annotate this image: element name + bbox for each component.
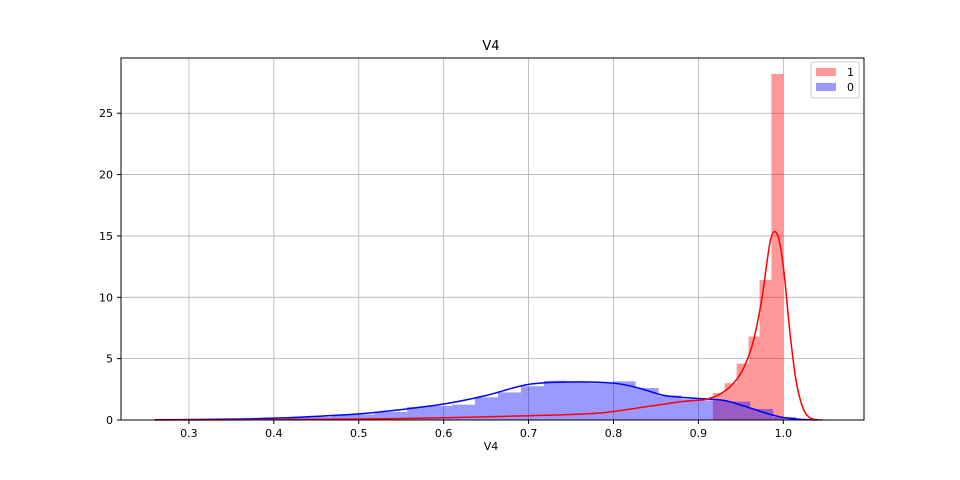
- histogram-bar-0: [288, 416, 332, 420]
- histogram-bar-0: [589, 383, 613, 420]
- histogram-bar-0: [681, 399, 705, 420]
- histogram-bar-0: [750, 408, 774, 420]
- x-axis-label: V4: [484, 440, 499, 453]
- histogram-bar-0: [475, 397, 499, 420]
- y-axis: 0 5 10 15 20 25: [99, 107, 121, 427]
- histogram-bar-1: [736, 363, 749, 420]
- x-tick-label: 0.5: [350, 427, 368, 440]
- kde-line-1: [154, 230, 822, 421]
- histogram-bar-1: [748, 336, 760, 420]
- histogram-bar-0: [374, 412, 408, 420]
- grid: [121, 58, 864, 421]
- chart-title: V4: [482, 39, 499, 54]
- legend-label-0: 0: [847, 81, 854, 94]
- histogram-bar-0: [543, 380, 567, 420]
- histogram-bar-0: [635, 388, 659, 420]
- x-axis: 0.3 0.4 0.5 0.6 0.7 0.8 0.9 1.0: [180, 420, 792, 440]
- kde-curves: [154, 230, 822, 421]
- histogram-bar-1: [771, 73, 784, 420]
- x-tick-label: 0.9: [690, 427, 708, 440]
- histogram-bar-0: [452, 404, 476, 420]
- kde-line-0: [154, 381, 818, 421]
- y-tick-label: 20: [99, 169, 113, 182]
- plot-frame: [120, 57, 865, 421]
- histogram-bar-0: [658, 395, 682, 420]
- y-tick-label: 5: [106, 353, 113, 366]
- y-tick-label: 10: [99, 291, 113, 304]
- x-tick-label: 0.4: [265, 427, 283, 440]
- x-tick-label: 0.6: [435, 427, 453, 440]
- histogram-bar-0: [704, 400, 728, 420]
- x-tick-label: 1.0: [775, 427, 793, 440]
- x-tick-label: 0.7: [520, 427, 538, 440]
- histogram-bar-0: [498, 392, 521, 420]
- histogram-bar-0: [566, 382, 590, 420]
- histogram-bar-1: [712, 393, 725, 420]
- x-tick-label: 0.8: [605, 427, 623, 440]
- y-tick-label: 25: [99, 107, 113, 120]
- histogram-bar-0: [520, 386, 544, 420]
- histogram-bar-1: [759, 280, 772, 420]
- legend-swatch-0: [816, 83, 836, 91]
- histogram-bars: [153, 73, 831, 420]
- legend-label-1: 1: [847, 66, 854, 79]
- legend-swatch-1: [816, 68, 836, 76]
- y-tick-label: 0: [106, 414, 113, 427]
- x-tick-label: 0.3: [180, 427, 198, 440]
- legend: 10: [810, 61, 860, 99]
- histogram-bar-0: [407, 407, 430, 420]
- legend-frame: [810, 61, 860, 99]
- histogram-bar-0: [331, 414, 375, 420]
- y-tick-label: 15: [99, 230, 113, 243]
- histogram-bar-0: [429, 405, 453, 420]
